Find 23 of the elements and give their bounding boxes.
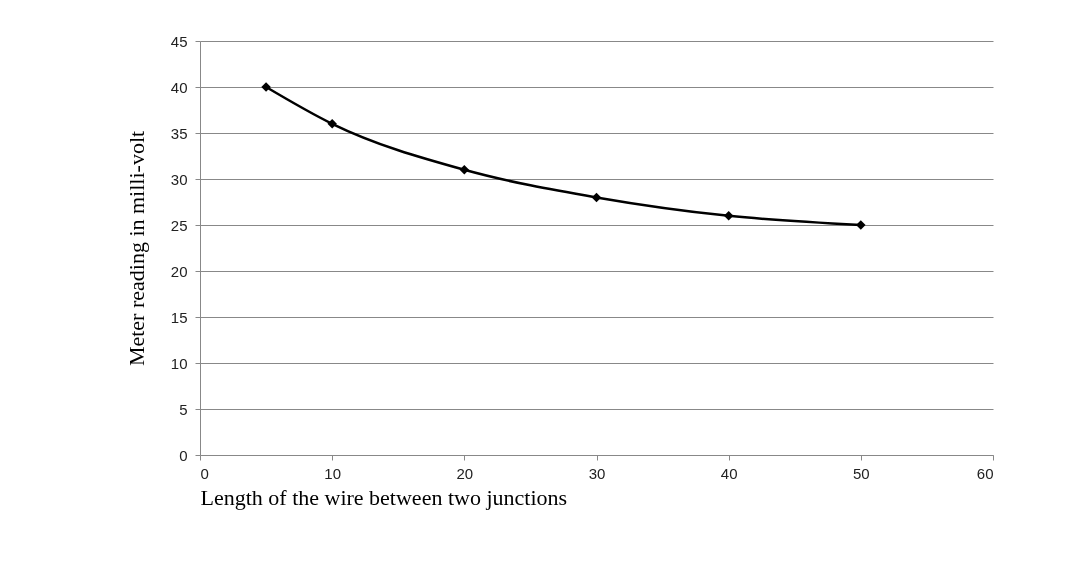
y-tick-label: 5: [179, 400, 188, 418]
y-tick-label: 25: [170, 216, 188, 234]
y-tick-label: 35: [170, 124, 188, 142]
y-tick-label: 30: [170, 170, 188, 188]
point: [459, 165, 470, 175]
y-tick-label: 45: [170, 32, 188, 50]
point: [723, 211, 734, 221]
x-tick-label: 10: [324, 464, 342, 482]
x-tick-label: 0: [200, 464, 209, 482]
x-tick-label: 50: [852, 464, 870, 482]
point: [591, 192, 602, 203]
y-tick-label: 0: [179, 446, 188, 464]
x-tick-label: 20: [456, 464, 474, 482]
y-tick-label: 20: [170, 262, 188, 280]
y-axis-title: Meter reading in milli-volt: [123, 130, 149, 367]
x-tick-label: 60: [976, 464, 994, 482]
point: [327, 119, 337, 129]
x-tick-label: 30: [588, 464, 606, 482]
y-tick-label: 15: [170, 308, 188, 326]
y-tick-label: 40: [170, 78, 188, 96]
x-tick-label: 40: [720, 464, 738, 482]
y-tick-label: 10: [170, 354, 188, 372]
x-axis-title: Length of the wire between two junctions: [200, 484, 568, 510]
